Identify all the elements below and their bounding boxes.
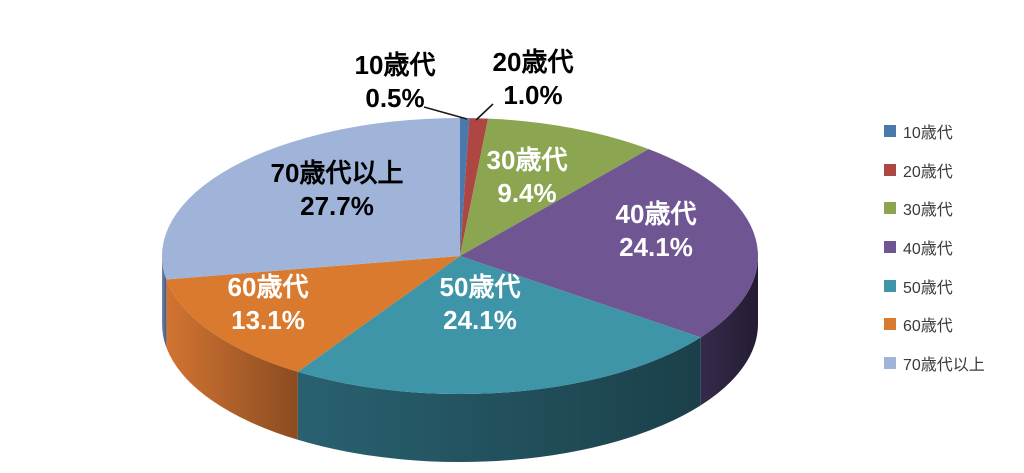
slice-label-pct-age-50s: 24.1% xyxy=(443,305,517,335)
slice-label-name-age-70s-plus: 70歳代以上 xyxy=(271,158,404,188)
pie-slice-side-age-50s xyxy=(297,337,701,462)
legend-item-age-50s[interactable]: 50歳代 xyxy=(884,266,985,305)
legend-item-age-30s[interactable]: 30歳代 xyxy=(884,189,985,228)
slice-label-pct-age-10s: 0.5% xyxy=(365,83,424,113)
slice-label-name-age-60s: 60歳代 xyxy=(228,272,309,302)
legend-swatch-age-30s xyxy=(884,202,896,215)
legend-label-age-50s: 50歳代 xyxy=(903,279,953,297)
legend-swatch-age-20s xyxy=(884,163,896,176)
legend-label-age-10s: 10歳代 xyxy=(903,125,953,143)
legend-swatch-age-10s xyxy=(884,125,896,138)
legend-swatch-age-50s xyxy=(884,279,896,292)
slice-label-name-age-30s: 30歳代 xyxy=(487,145,568,175)
pie-slice-age-30s[interactable] xyxy=(460,118,649,256)
legend-label-age-40s: 40歳代 xyxy=(903,241,953,259)
pie-slice-side-age-60s xyxy=(166,279,298,440)
pie-slice-age-40s[interactable] xyxy=(460,149,758,338)
slice-label-pct-age-30s: 9.4% xyxy=(497,178,556,208)
legend-item-age-10s[interactable]: 10歳代 xyxy=(884,112,985,151)
legend-item-age-60s[interactable]: 60歳代 xyxy=(884,305,985,344)
legend-swatch-age-60s xyxy=(884,318,896,331)
slice-label-pct-age-40s: 24.1% xyxy=(619,232,693,262)
legend-label-age-60s: 60歳代 xyxy=(903,318,953,336)
legend-item-age-40s[interactable]: 40歳代 xyxy=(884,228,985,267)
leader-line-age-10s xyxy=(423,106,468,120)
pie-slice-age-60s[interactable] xyxy=(166,256,460,372)
slice-label-name-age-20s: 20歳代 xyxy=(493,47,574,77)
pie-slice-age-20s[interactable] xyxy=(460,118,489,256)
pie-slice-age-50s[interactable] xyxy=(297,256,701,394)
pie-slice-side-age-70s-plus xyxy=(162,256,167,348)
slice-label-name-age-40s: 40歳代 xyxy=(616,199,697,229)
legend-label-age-20s: 20歳代 xyxy=(903,163,953,181)
legend-label-age-30s: 30歳代 xyxy=(903,202,953,220)
legend-item-age-20s[interactable]: 20歳代 xyxy=(884,151,985,190)
legend-label-age-70s-plus: 70歳代以上 xyxy=(903,356,985,374)
legend: 10歳代 20歳代 30歳代 40歳代 50歳代 60歳代 70歳代以上 xyxy=(884,112,985,382)
slice-label-name-age-50s: 50歳代 xyxy=(440,272,521,302)
slice-label-name-age-10s: 10歳代 xyxy=(355,50,436,80)
slice-label-pct-age-70s-plus: 27.7% xyxy=(300,191,374,221)
slice-label-pct-age-60s: 13.1% xyxy=(231,305,305,335)
legend-swatch-age-40s xyxy=(884,241,896,254)
legend-swatch-age-70s-plus xyxy=(884,356,896,369)
legend-item-age-70s-plus[interactable]: 70歳代以上 xyxy=(884,344,985,383)
pie-slice-side-age-40s xyxy=(700,256,758,406)
slice-label-pct-age-20s: 1.0% xyxy=(503,80,562,110)
leader-line-age-20s xyxy=(475,103,494,121)
pie-slice-age-10s[interactable] xyxy=(460,118,470,256)
pie-slice-age-70s-plus[interactable] xyxy=(162,118,460,280)
